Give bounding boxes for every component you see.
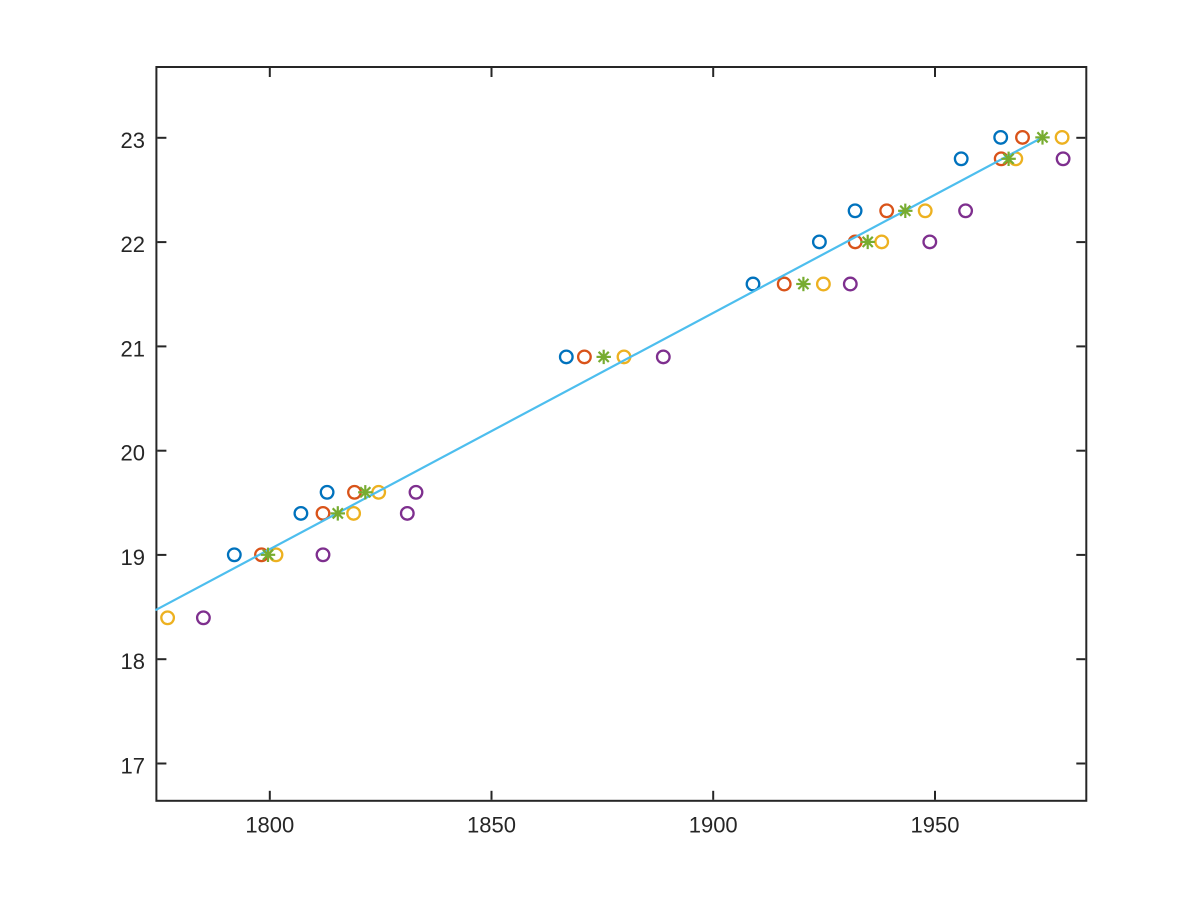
svg-text:20: 20 xyxy=(121,441,145,466)
svg-text:1950: 1950 xyxy=(911,813,960,838)
svg-text:21: 21 xyxy=(121,336,145,361)
svg-text:23: 23 xyxy=(121,128,145,153)
svg-text:18: 18 xyxy=(121,649,145,674)
svg-text:1850: 1850 xyxy=(467,813,516,838)
svg-text:22: 22 xyxy=(121,232,145,257)
svg-text:17: 17 xyxy=(121,754,145,779)
svg-text:1900: 1900 xyxy=(689,813,738,838)
svg-text:19: 19 xyxy=(121,545,145,570)
svg-text:1800: 1800 xyxy=(245,813,294,838)
